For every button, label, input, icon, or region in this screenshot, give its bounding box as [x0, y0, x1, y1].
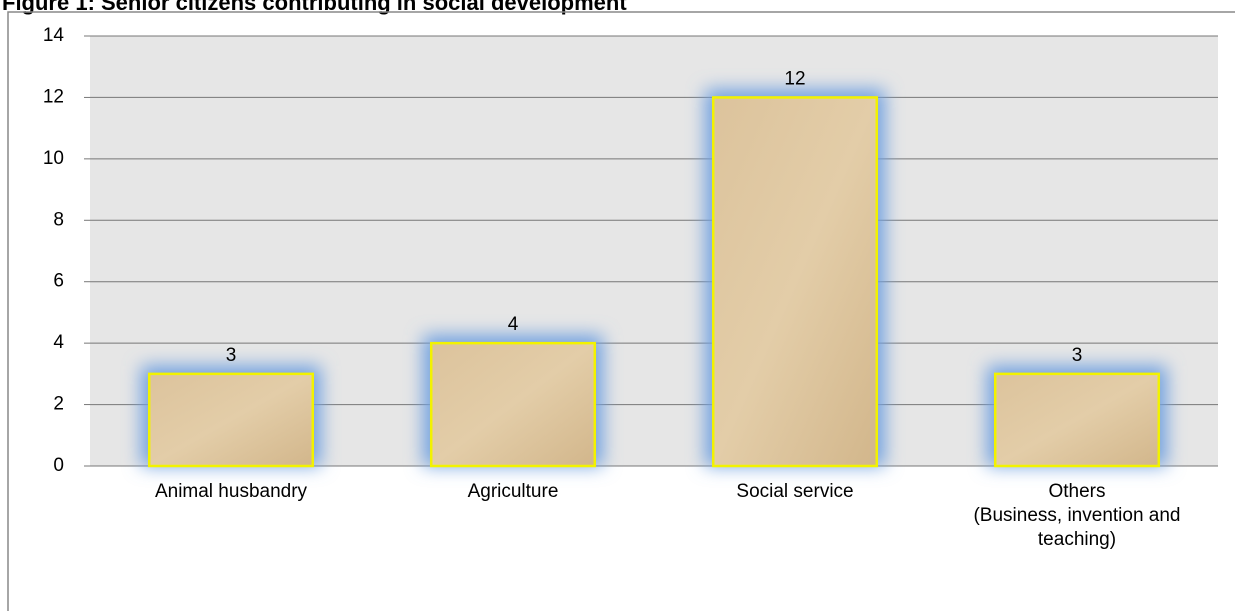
y-tick-label: 4	[53, 332, 64, 353]
value-label: 12	[784, 68, 805, 89]
x-tick-label: Agriculture	[383, 480, 643, 504]
y-tick-label: 6	[53, 271, 64, 292]
x-tick-label: Animal husbandry	[101, 480, 361, 504]
y-tick-label: 14	[43, 25, 65, 46]
x-tick-label: Others (Business, invention and teaching…	[947, 480, 1207, 552]
bar	[431, 343, 595, 466]
value-label: 3	[226, 345, 237, 366]
bar	[713, 97, 877, 466]
bar	[149, 374, 313, 466]
value-label: 4	[508, 314, 519, 335]
y-tick-label: 2	[53, 394, 64, 415]
value-label: 3	[1072, 345, 1083, 366]
x-tick-label: Social service	[665, 480, 925, 504]
y-tick-label: 0	[53, 455, 64, 476]
y-tick-label: 8	[53, 209, 64, 230]
bar	[995, 374, 1159, 466]
page: Figure 1: Senior citizens contributing i…	[0, 0, 1235, 611]
y-tick-label: 12	[43, 86, 64, 107]
y-tick-label: 10	[43, 148, 64, 169]
